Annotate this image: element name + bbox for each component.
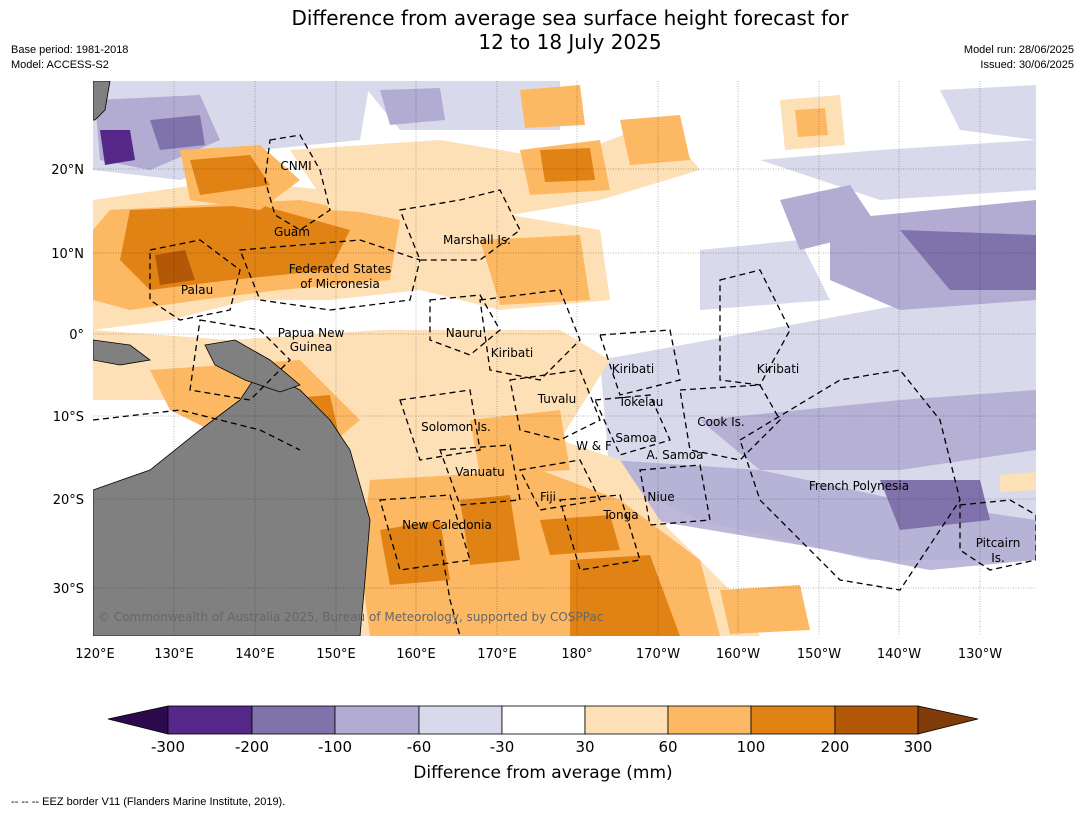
- colorbar-label: -60: [407, 738, 432, 756]
- colorbar-bin: [167, 705, 253, 735]
- place-label: Guinea: [290, 340, 333, 354]
- map-title: Difference from average sea surface heig…: [0, 6, 1085, 54]
- colorbar-extend-low: [107, 705, 169, 735]
- model-name: Model: ACCESS-S2: [11, 59, 109, 71]
- lon-tick: 130°W: [958, 647, 1002, 662]
- australia: [93, 369, 371, 636]
- place-label: CNMI: [280, 159, 311, 173]
- colorbar-bin: [418, 705, 503, 735]
- place-label: Papua New: [278, 326, 345, 340]
- lon-tick: 150°E: [316, 647, 356, 662]
- place-label: Kiribati: [757, 362, 799, 376]
- place-labels: CNMI Guam Marshall Is. Federated States …: [181, 159, 1020, 565]
- place-label: New Caledonia: [402, 518, 492, 532]
- title-line-2: 12 to 18 July 2025: [478, 30, 662, 54]
- lon-tick: 140°E: [235, 647, 275, 662]
- colorbar-bin: [750, 705, 836, 735]
- lon-tick: 170°E: [477, 647, 517, 662]
- meta-left: Base period: 1981-2018 Model: ACCESS-S2: [11, 43, 128, 73]
- colorbar-extend-high: [917, 705, 979, 735]
- issued-date: Issued: 30/06/2025: [980, 59, 1074, 71]
- place-label: Vanuatu: [455, 465, 505, 479]
- landmass: [93, 81, 371, 636]
- colorbar-label: 60: [658, 738, 677, 756]
- colorbar: -300 -200 -100 -60 -30 30 60 100 200 300…: [107, 705, 979, 783]
- lon-tick: 150°W: [797, 647, 841, 662]
- eez-legend-note: -- -- -- EEZ border V11 (Flanders Marine…: [11, 796, 286, 808]
- lon-tick: 160°E: [396, 647, 436, 662]
- lon-axis: 120°E 130°E 140°E 150°E 160°E 170°E 180°…: [75, 647, 1002, 662]
- lat-tick: 30°S: [53, 582, 84, 597]
- place-label: A. Samoa: [647, 448, 704, 462]
- model-run: Model run: 28/06/2025: [963, 44, 1074, 56]
- place-label: Guam: [274, 225, 310, 239]
- graticule: [93, 81, 1036, 636]
- place-label: French Polynesia: [809, 479, 909, 493]
- place-label: Tonga: [602, 508, 638, 522]
- base-period: Base period: 1981-2018: [11, 44, 129, 56]
- lat-tick: 20°N: [51, 163, 84, 178]
- place-label: Kiribati: [491, 346, 533, 360]
- lat-axis: 20°N 10°N 0° 10°S 20°S 30°S: [51, 163, 84, 597]
- lon-tick: 180°: [561, 647, 592, 662]
- place-label: Tuvalu: [537, 392, 577, 406]
- lon-tick: 170°W: [636, 647, 680, 662]
- colorbar-label: 200: [821, 738, 850, 756]
- lon-tick: 140°W: [877, 647, 921, 662]
- place-label: Solomon Is.: [421, 420, 491, 434]
- place-label: Kiribati: [612, 362, 654, 376]
- new-guinea: [204, 339, 301, 393]
- colorbar-label: -200: [235, 738, 269, 756]
- colorbar-bin: [251, 705, 336, 735]
- place-label: of Micronesia: [300, 277, 380, 291]
- place-label: Palau: [181, 283, 213, 297]
- colorbar-title: Difference from average (mm): [413, 763, 672, 783]
- colorbar-label: 30: [575, 738, 594, 756]
- place-label: Fiji: [540, 490, 556, 504]
- place-label: Cook Is.: [697, 415, 744, 429]
- place-label: Tokelau: [618, 395, 664, 409]
- place-label: W & F: [576, 439, 612, 453]
- eez-borders: [93, 134, 1036, 636]
- colorbar-bin: [584, 705, 669, 735]
- colorbar-label: -100: [318, 738, 352, 756]
- lat-tick: 10°S: [53, 410, 84, 425]
- place-label: Samoa: [615, 431, 656, 445]
- place-label: Pitcairn: [976, 536, 1021, 550]
- lat-tick: 10°N: [51, 247, 84, 262]
- colorbar-bin: [501, 705, 586, 735]
- lon-tick: 160°W: [716, 647, 760, 662]
- place-label: Niue: [647, 490, 674, 504]
- colorbar-label: -300: [151, 738, 185, 756]
- title-line-1: Difference from average sea surface heig…: [291, 6, 849, 30]
- colorbar-bin: [667, 705, 752, 735]
- copyright-text: © Commonwealth of Australia 2025, Bureau…: [98, 610, 603, 624]
- colorbar-bin: [334, 705, 420, 735]
- lon-tick: 130°E: [154, 647, 194, 662]
- lon-tick: 120°E: [75, 647, 115, 662]
- anomaly-field: [93, 81, 1036, 636]
- colorbar-label: -30: [490, 738, 515, 756]
- meta-right: Model run: 28/06/2025 Issued: 30/06/2025: [964, 43, 1074, 73]
- colorbar-bin: [834, 705, 919, 735]
- lat-tick: 0°: [69, 328, 84, 343]
- place-label: Is.: [991, 551, 1005, 565]
- place-label: Marshall Is.: [443, 233, 511, 247]
- place-label: Federated States: [289, 262, 391, 276]
- place-label: Nauru: [446, 326, 482, 340]
- colorbar-label: 300: [904, 738, 933, 756]
- colorbar-label: 100: [737, 738, 766, 756]
- lat-tick: 20°S: [53, 493, 84, 508]
